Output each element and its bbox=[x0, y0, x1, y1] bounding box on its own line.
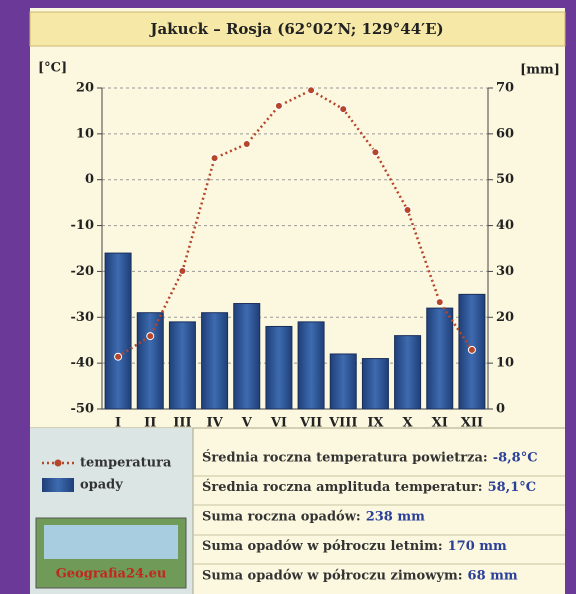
legend-point bbox=[54, 459, 62, 467]
point bbox=[403, 205, 412, 214]
legend-label: opady bbox=[80, 478, 123, 493]
x-tick-label: VIII bbox=[328, 416, 357, 431]
y2-tick-label: 40 bbox=[496, 218, 514, 233]
point bbox=[339, 105, 348, 114]
summary-label: Średnia roczna amplituda temperatur: bbox=[202, 478, 483, 495]
y-tick-label: -40 bbox=[71, 356, 95, 371]
summary-label: Średnia roczna temperatura powietrza: bbox=[202, 449, 488, 466]
y2-tick-label: 10 bbox=[496, 356, 514, 371]
y2-tick-label: 30 bbox=[496, 264, 514, 279]
point bbox=[371, 148, 380, 157]
bar bbox=[265, 325, 293, 410]
point bbox=[307, 86, 316, 95]
y-tick-label: -10 bbox=[71, 218, 95, 233]
summary-value: -8,8°C bbox=[493, 451, 538, 466]
bar bbox=[297, 321, 325, 410]
point bbox=[274, 101, 283, 110]
point bbox=[435, 298, 444, 307]
y-label: [°C] bbox=[38, 61, 67, 76]
summary-value: 170 mm bbox=[448, 539, 507, 554]
y2-tick-label: 70 bbox=[496, 81, 514, 96]
point bbox=[114, 352, 123, 361]
legend-label: temperatura bbox=[80, 456, 172, 471]
bar bbox=[329, 353, 357, 410]
summary-label: Suma opadów w półroczu zimowym: bbox=[202, 569, 463, 584]
summary-value: 58,1°C bbox=[488, 480, 537, 495]
y-tick-label: 0 bbox=[85, 172, 94, 187]
y-tick-label: -50 bbox=[71, 402, 95, 417]
point bbox=[242, 139, 251, 148]
x-tick-label: II bbox=[144, 416, 156, 431]
point bbox=[210, 154, 219, 163]
y2-tick-label: 60 bbox=[496, 126, 514, 141]
x-tick-label: VI bbox=[270, 416, 287, 431]
bar bbox=[426, 307, 454, 410]
x-tick-label: XI bbox=[432, 416, 448, 431]
x-tick-label: IX bbox=[367, 416, 384, 431]
y2-label: [mm] bbox=[520, 63, 560, 78]
summary-value: 238 mm bbox=[366, 510, 425, 525]
y-tick-label: 20 bbox=[76, 81, 94, 96]
logo-text: Geografia24.eu bbox=[56, 567, 167, 582]
summary-value: 68 mm bbox=[468, 569, 518, 584]
line bbox=[117, 88, 473, 358]
x-tick-label: V bbox=[241, 416, 253, 431]
y2-tick-label: 50 bbox=[496, 172, 514, 187]
x-tick-label: I bbox=[115, 416, 121, 431]
x-tick-label: X bbox=[403, 416, 414, 431]
y-tick-label: -20 bbox=[71, 264, 95, 279]
bar bbox=[136, 312, 164, 410]
bar bbox=[104, 252, 132, 410]
logo-sky bbox=[44, 525, 178, 559]
x-tick-label: XII bbox=[461, 416, 483, 431]
y2-tick-label: 0 bbox=[496, 402, 505, 417]
bar bbox=[201, 312, 229, 410]
chart-title: Jakuck – Rosja (62°02′N; 129°44′E) bbox=[148, 20, 443, 38]
summary-label: Suma roczna opadów: bbox=[202, 510, 361, 525]
y-tick-label: -30 bbox=[71, 310, 95, 325]
legend-swatch bbox=[42, 478, 74, 492]
x-tick-label: III bbox=[173, 416, 191, 431]
y-tick-label: 10 bbox=[76, 126, 94, 141]
x-tick-label: IV bbox=[206, 416, 223, 431]
title-bar bbox=[29, 11, 566, 47]
point bbox=[178, 266, 187, 275]
summary-label: Suma opadów w półroczu letnim: bbox=[202, 539, 443, 554]
bar bbox=[394, 335, 422, 410]
point bbox=[467, 345, 476, 354]
y2-tick-label: 20 bbox=[496, 310, 514, 325]
bar bbox=[361, 358, 389, 410]
point bbox=[146, 332, 155, 341]
x-tick-label: VII bbox=[299, 416, 322, 431]
bar bbox=[168, 321, 196, 410]
bar bbox=[233, 303, 261, 410]
